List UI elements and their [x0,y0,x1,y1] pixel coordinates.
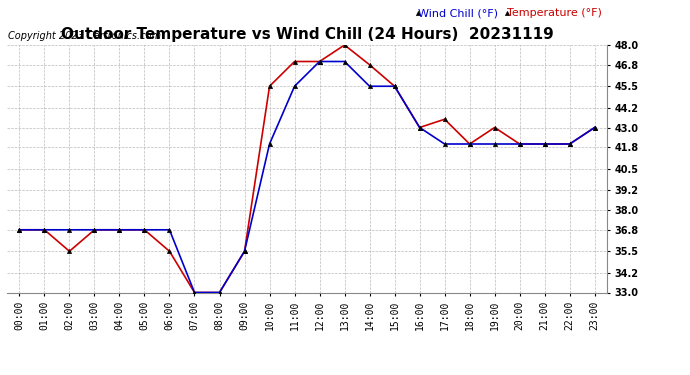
Wind Chill (°F) [340,43,348,47]
Wind Chill (°F) [540,142,549,146]
Temperature (°F) [40,228,48,232]
Temperature (°F) [140,228,148,232]
Temperature (°F) [566,142,574,146]
Temperature (°F) [440,142,449,146]
Legend: Wind Chill (°F), Temperature (°F): Wind Chill (°F), Temperature (°F) [418,9,602,18]
Temperature (°F) [391,84,399,88]
Temperature (°F) [166,228,174,232]
Line: Wind Chill (°F): Wind Chill (°F) [17,43,597,295]
Temperature (°F) [240,249,248,254]
Wind Chill (°F) [166,249,174,254]
Temperature (°F) [415,125,424,130]
Wind Chill (°F) [215,290,224,295]
Temperature (°F) [290,84,299,88]
Wind Chill (°F) [366,63,374,67]
Wind Chill (°F) [15,228,23,232]
Temperature (°F) [340,59,348,64]
Wind Chill (°F) [491,125,499,130]
Wind Chill (°F) [440,117,449,122]
Wind Chill (°F) [115,228,124,232]
Wind Chill (°F) [266,84,274,88]
Temperature (°F) [15,228,23,232]
Wind Chill (°F) [315,59,324,64]
Wind Chill (°F) [140,228,148,232]
Wind Chill (°F) [190,290,199,295]
Wind Chill (°F) [240,249,248,254]
Temperature (°F) [90,228,99,232]
Text: Copyright 2023 Cartronics.com: Copyright 2023 Cartronics.com [8,32,161,41]
Temperature (°F) [491,142,499,146]
Wind Chill (°F) [515,142,524,146]
Wind Chill (°F) [391,84,399,88]
Temperature (°F) [215,290,224,295]
Wind Chill (°F) [566,142,574,146]
Temperature (°F) [591,125,599,130]
Wind Chill (°F) [466,142,474,146]
Temperature (°F) [540,142,549,146]
Temperature (°F) [190,290,199,295]
Temperature (°F) [515,142,524,146]
Temperature (°F) [266,142,274,146]
Wind Chill (°F) [40,228,48,232]
Wind Chill (°F) [591,125,599,130]
Wind Chill (°F) [290,59,299,64]
Wind Chill (°F) [90,228,99,232]
Title: Outdoor Temperature vs Wind Chill (24 Hours)  20231119: Outdoor Temperature vs Wind Chill (24 Ho… [61,27,553,42]
Wind Chill (°F) [66,249,74,254]
Wind Chill (°F) [415,125,424,130]
Temperature (°F) [66,228,74,232]
Line: Temperature (°F): Temperature (°F) [17,59,597,295]
Temperature (°F) [366,84,374,88]
Temperature (°F) [115,228,124,232]
Temperature (°F) [315,59,324,64]
Temperature (°F) [466,142,474,146]
